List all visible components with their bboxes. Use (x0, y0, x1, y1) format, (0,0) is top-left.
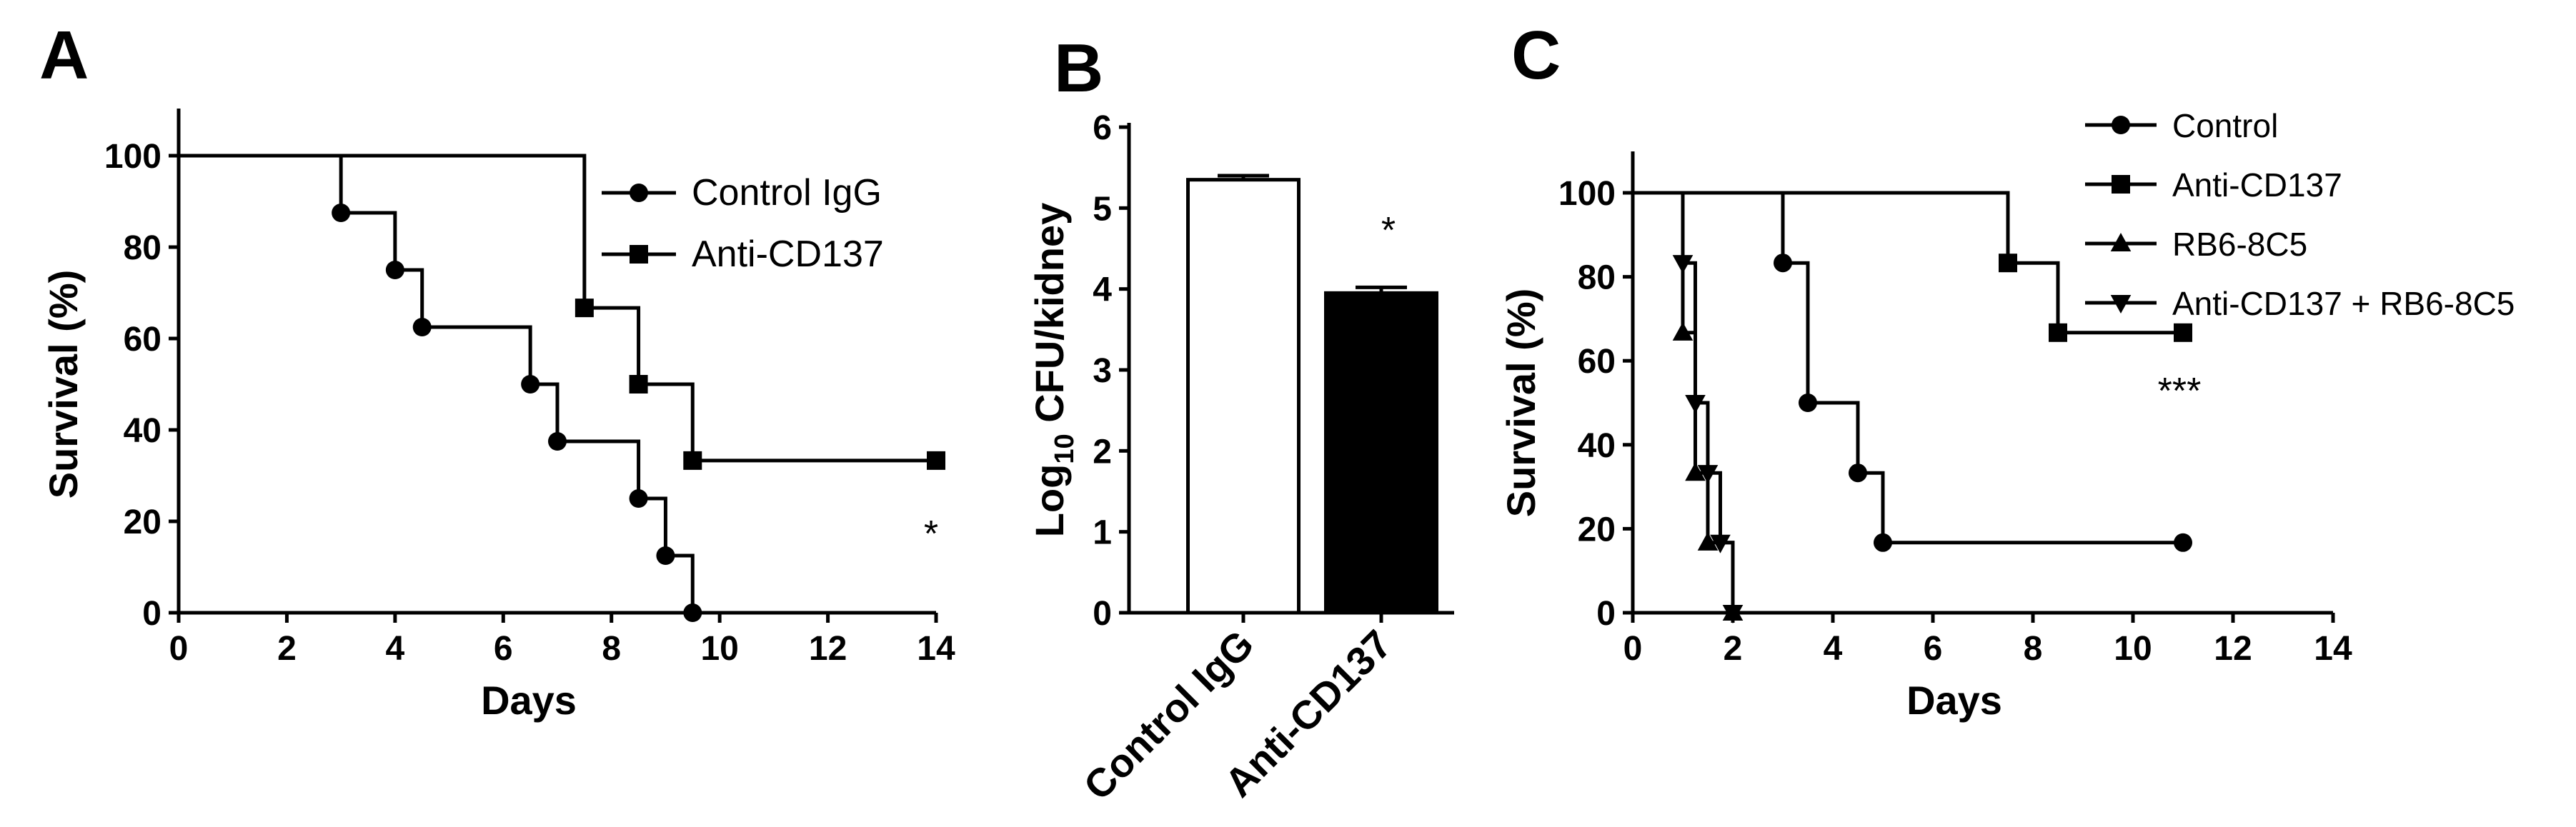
significance-label: * (924, 513, 938, 555)
data-point-square (1999, 254, 2017, 273)
y-tick-label: 0 (142, 595, 161, 633)
legend-label: Control IgG (692, 172, 882, 214)
bar (1324, 291, 1438, 615)
data-point-circle (412, 318, 432, 336)
y-tick-label: 60 (124, 321, 161, 359)
y-tick-label: 2 (1093, 433, 1112, 471)
data-point-triangle-down (1722, 604, 1744, 623)
x-tick-label: 8 (2024, 630, 2043, 668)
legend-label: Anti-CD137 (2172, 166, 2342, 204)
x-tick-label: 2 (277, 630, 297, 668)
legend-marker (630, 245, 648, 264)
x-tick-label: 0 (1623, 630, 1643, 668)
panel-letter-b: B (1054, 30, 1103, 106)
data-point-circle (1849, 463, 1867, 483)
data-point-square (2174, 323, 2192, 342)
x-tick-label: 14 (917, 630, 955, 668)
data-point-circle (629, 489, 648, 508)
panel-letter-c: C (1511, 17, 1561, 94)
data-point-triangle-up (1697, 531, 1719, 551)
legend-marker (2110, 294, 2132, 314)
y-axis-title: Survival (%) (41, 270, 86, 499)
significance-label: *** (2158, 371, 2202, 412)
data-point-circle (656, 546, 675, 565)
y-tick-label: 20 (1578, 511, 1616, 548)
y-tick-label: 20 (124, 503, 161, 541)
y-axis-title-rest: CFU/kidney (1027, 203, 1072, 434)
y-tick-label: 3 (1093, 352, 1112, 390)
data-point-square (927, 451, 945, 470)
data-point-circle (332, 204, 351, 222)
legend-label: Anti-CD137 (692, 234, 884, 275)
x-tick-label: 12 (809, 630, 847, 668)
y-tick-label: 0 (1093, 595, 1112, 633)
x-axis-title: Days (481, 678, 577, 723)
y-axis-title: Survival (%) (1498, 289, 1543, 518)
y-axis-title: Log10 CFU/kidney (1027, 203, 1080, 538)
series-line-1 (179, 154, 695, 613)
x-tick-label: 10 (700, 630, 738, 668)
y-axis-title-main: Log (1027, 464, 1072, 538)
x-tick-label: 12 (2214, 630, 2252, 668)
x-axis-title: Days (1906, 678, 2002, 723)
significance-label: * (1381, 210, 1396, 251)
data-point-triangle-down (1672, 255, 1694, 274)
data-point-triangle-down (1685, 394, 1706, 413)
y-tick-label: 60 (1578, 343, 1616, 381)
series-line-1 (1633, 191, 2183, 545)
y-tick-label: 5 (1093, 190, 1112, 228)
y-tick-label: 6 (1093, 109, 1112, 147)
legend-marker (630, 184, 648, 202)
legend-marker (2110, 233, 2132, 252)
data-point-square (2049, 323, 2067, 342)
y-tick-label: 4 (1093, 271, 1112, 309)
x-tick-label: 4 (386, 630, 405, 668)
data-point-circle (521, 375, 540, 394)
series-line-2 (179, 154, 936, 463)
legend-label: Anti-CD137 + RB6-8C5 (2172, 285, 2515, 322)
x-tick-label: 8 (602, 630, 621, 668)
data-point-triangle-up (1685, 462, 1706, 481)
data-point-triangle-down (1697, 465, 1719, 484)
x-tick-label: 6 (494, 630, 513, 668)
data-point-circle (1799, 394, 1817, 412)
data-point-circle (1874, 533, 1892, 552)
x-tick-label: 6 (1924, 630, 1943, 668)
y-axis-title-sub: 10 (1050, 433, 1080, 463)
data-point-square (683, 451, 702, 470)
panel-letter-a: A (39, 17, 89, 94)
data-point-circle (2174, 533, 2192, 552)
y-tick-label: 80 (1578, 259, 1616, 297)
y-tick-label: 0 (1596, 595, 1616, 633)
data-point-triangle-down (1710, 534, 1731, 553)
y-tick-label: 100 (104, 138, 161, 176)
panel-c: C 0 20 40 60 80 100 0 2 4 6 8 10 12 14 Days Survival (%)… (1498, 17, 2515, 723)
y-tick-label: 40 (1578, 427, 1616, 465)
legend-label: RB6-8C5 (2172, 226, 2307, 263)
data-point-circle (548, 432, 567, 451)
y-tick-label: 1 (1093, 514, 1112, 552)
data-point-circle (1774, 254, 1792, 273)
x-tick-label: 0 (169, 630, 189, 668)
y-tick-label: 40 (124, 412, 161, 450)
data-point-triangle-up (1672, 321, 1694, 341)
x-tick-label: 10 (2114, 630, 2152, 668)
data-point-circle (385, 261, 404, 279)
legend-label: Control (2172, 107, 2278, 144)
data-point-square (575, 299, 594, 318)
x-tick-label: 14 (2314, 630, 2352, 668)
legend-marker (2112, 175, 2130, 194)
bar (1186, 178, 1301, 615)
panel-a: A 0 20 40 60 80 100 0 2 4 6 8 10 12 14 Days Survival (%)… (39, 17, 955, 723)
legend-marker (2112, 116, 2130, 134)
series-line-2 (1633, 191, 2183, 335)
data-point-square (629, 375, 648, 394)
y-tick-label: 80 (124, 229, 161, 267)
x-tick-label: 4 (1824, 630, 1843, 668)
x-tick-label: 2 (1724, 630, 1743, 668)
y-tick-label: 100 (1558, 175, 1616, 213)
data-point-circle (683, 603, 702, 622)
